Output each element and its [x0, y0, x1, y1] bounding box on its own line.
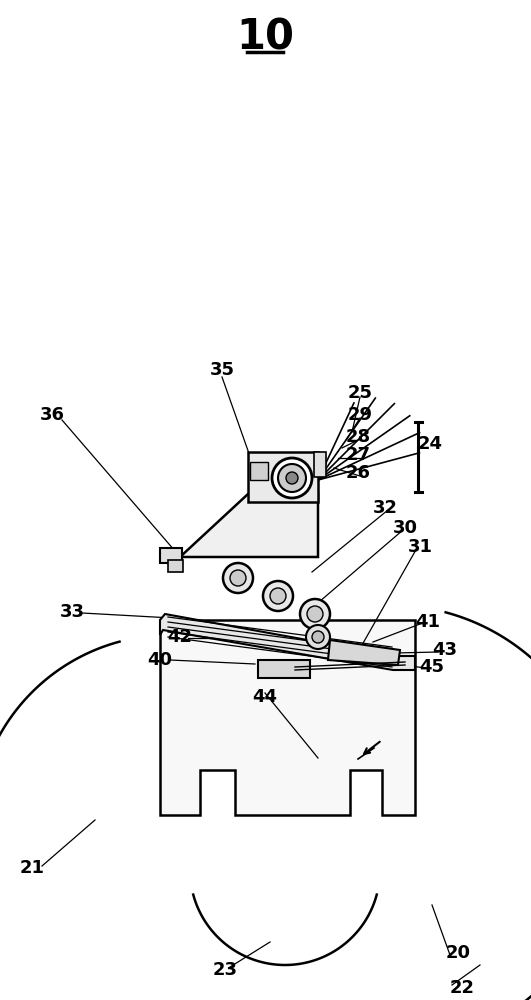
Polygon shape: [160, 620, 415, 815]
Text: 21: 21: [20, 859, 45, 877]
Circle shape: [278, 464, 306, 492]
Circle shape: [263, 581, 293, 611]
Polygon shape: [180, 494, 318, 557]
Text: 32: 32: [373, 499, 398, 517]
Text: 29: 29: [347, 406, 373, 424]
Circle shape: [230, 570, 246, 586]
Circle shape: [306, 625, 330, 649]
Text: 42: 42: [167, 628, 193, 646]
Text: 44: 44: [253, 688, 278, 706]
Text: 31: 31: [407, 538, 433, 556]
Text: 27: 27: [346, 446, 371, 464]
Circle shape: [300, 599, 330, 629]
Circle shape: [307, 606, 323, 622]
Circle shape: [223, 563, 253, 593]
Text: 30: 30: [392, 519, 417, 537]
Polygon shape: [160, 614, 415, 670]
Text: 36: 36: [39, 406, 64, 424]
Text: 25: 25: [347, 384, 373, 402]
Bar: [160, 548, 182, 563]
Text: 40: 40: [148, 651, 173, 669]
Polygon shape: [328, 640, 400, 665]
Circle shape: [312, 631, 324, 643]
Circle shape: [270, 588, 286, 604]
Text: 43: 43: [433, 641, 458, 659]
Text: 22: 22: [450, 979, 475, 997]
Text: 33: 33: [59, 603, 84, 621]
Text: 41: 41: [415, 613, 441, 631]
Text: 35: 35: [210, 361, 235, 379]
Circle shape: [272, 458, 312, 498]
Circle shape: [286, 472, 298, 484]
Bar: [250, 462, 268, 480]
Text: 26: 26: [346, 464, 371, 482]
Bar: [258, 660, 310, 678]
Text: 24: 24: [417, 435, 442, 453]
Text: 20: 20: [446, 944, 470, 962]
Text: 45: 45: [419, 658, 444, 676]
Text: 28: 28: [346, 428, 371, 446]
Bar: [168, 560, 183, 572]
Bar: [248, 452, 318, 502]
Bar: [314, 452, 326, 477]
Text: 10: 10: [236, 17, 294, 59]
Text: 23: 23: [212, 961, 237, 979]
